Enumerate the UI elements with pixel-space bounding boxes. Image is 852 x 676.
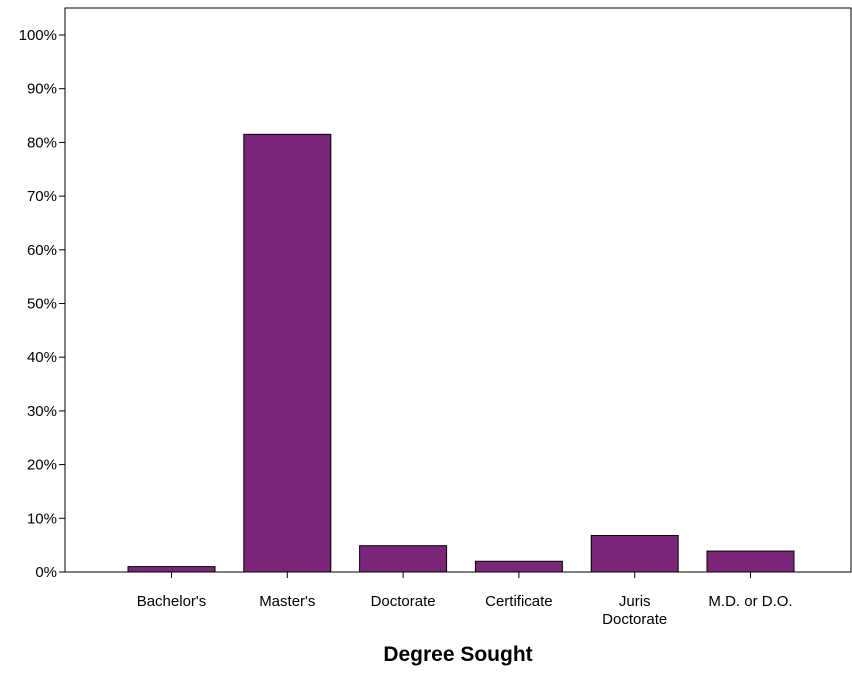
x-axis: Bachelor's Master's Doctorate Certificate Ju… — [137, 572, 793, 628]
x-tick-label-line: Certificate — [485, 593, 553, 610]
bar-4 — [590, 534, 679, 573]
x-tick-label-line: Doctorate — [602, 611, 667, 628]
x-tick-label: Bachelor's — [137, 593, 207, 610]
y-tick-label: 10% — [27, 510, 57, 527]
y-tick-label: 70% — [27, 188, 57, 205]
x-tick-label-line: Master's — [259, 593, 315, 610]
bar-2 — [359, 545, 448, 573]
y-tick-label: 20% — [27, 457, 57, 474]
x-tick-label: Master's — [259, 593, 315, 610]
x-tick-label-line: Doctorate — [371, 593, 436, 610]
bar-5 — [706, 550, 795, 573]
y-tick-label: 50% — [27, 296, 57, 313]
y-tick-label: 40% — [27, 349, 57, 366]
x-tick-label-line: Juris — [619, 593, 651, 610]
x-tick-label-line: M.D. or D.O. — [708, 593, 792, 610]
bar-0 — [127, 566, 216, 573]
y-tick-label: 30% — [27, 403, 57, 420]
bars — [127, 133, 795, 573]
bar-3 — [474, 560, 563, 573]
x-tick-label: Doctorate — [371, 593, 436, 610]
y-tick-label: 80% — [27, 134, 57, 151]
x-tick-label: M.D. or D.O. — [708, 593, 792, 610]
y-tick-label: 0% — [35, 564, 57, 581]
x-axis-title: Degree Sought — [383, 643, 532, 666]
x-tick-label: Juris Doctorate — [602, 593, 667, 628]
plot-frame — [64, 7, 852, 573]
bar-1 — [243, 133, 332, 573]
y-tick-label: 100% — [19, 27, 57, 44]
y-tick-label: 90% — [27, 81, 57, 98]
y-axis: 0% 10% 20% 30% 40% 50% 60% 70% 80% 90% 100% — [19, 27, 65, 581]
x-tick-label: Certificate — [485, 593, 553, 610]
y-tick-label: 60% — [27, 242, 57, 259]
x-tick-label-line: Bachelor's — [137, 593, 207, 610]
